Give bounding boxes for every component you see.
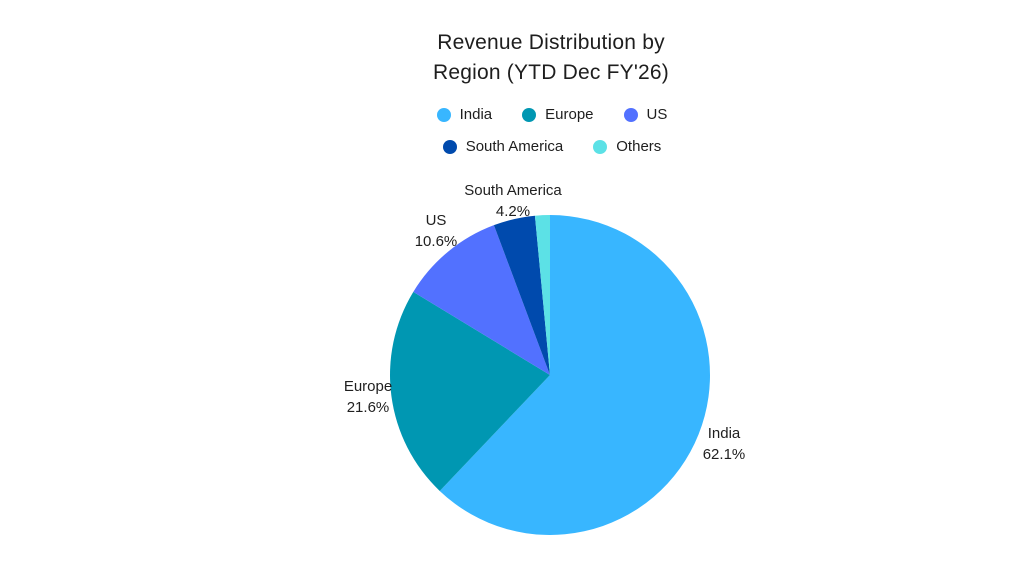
legend-swatch-us-icon xyxy=(623,107,638,122)
slice-label-india: India 62.1% xyxy=(664,423,784,465)
pie-slice-europe xyxy=(390,291,550,491)
legend-swatch-south-america-icon xyxy=(442,139,457,154)
legend-label-south-america: South America xyxy=(465,138,564,155)
legend-label-us: US xyxy=(646,106,668,123)
legend-label-india: India xyxy=(459,106,493,123)
slice-label-india-name: India xyxy=(707,425,741,442)
slice-label-europe: Europe 21.6% xyxy=(308,376,428,418)
pie-chart-svg xyxy=(390,215,711,535)
slice-label-europe-name: Europe xyxy=(343,378,393,395)
pie-chart xyxy=(389,214,711,536)
slice-label-europe-pct: 21.6% xyxy=(346,399,390,416)
legend-swatch-others-icon xyxy=(593,139,608,154)
legend-label-europe: Europe xyxy=(545,106,594,123)
pie-slice-india xyxy=(439,215,711,535)
legend-swatch-india-icon xyxy=(436,107,451,122)
pie-slice-south-america xyxy=(493,215,550,375)
chart-title-line1: Revenue Distribution by xyxy=(437,31,665,54)
slice-label-south-america-name: South America xyxy=(464,182,562,199)
chart-title-line2: Region (YTD Dec FY'26) xyxy=(433,61,669,84)
pie-slice-others xyxy=(534,215,550,375)
slice-label-india-pct: 62.1% xyxy=(702,446,746,463)
legend-swatch-europe-icon xyxy=(522,107,537,122)
chart-title: Revenue Distribution by Region (YTD Dec … xyxy=(351,28,751,88)
legend-label-others: Others xyxy=(616,138,662,155)
slice-label-south-america: South America 4.2% xyxy=(438,180,588,222)
slice-label-us: US 10.6% xyxy=(376,210,496,252)
legend-item-others: Others xyxy=(593,138,661,155)
legend-item-india: India xyxy=(436,106,493,123)
slice-label-us-pct: 10.6% xyxy=(414,233,458,250)
pie-slice-us xyxy=(413,225,550,375)
legend-item-south-america: South America xyxy=(442,138,564,155)
slice-label-us-name: US xyxy=(425,212,447,229)
legend-item-europe: Europe xyxy=(522,106,594,123)
legend-row-1: India Europe US xyxy=(436,106,668,123)
legend-row-2: South America Others xyxy=(442,138,661,155)
legend-item-us: US xyxy=(623,106,668,123)
chart-legend: India Europe US South America Others xyxy=(312,106,792,155)
slice-label-south-america-pct: 4.2% xyxy=(495,203,531,220)
